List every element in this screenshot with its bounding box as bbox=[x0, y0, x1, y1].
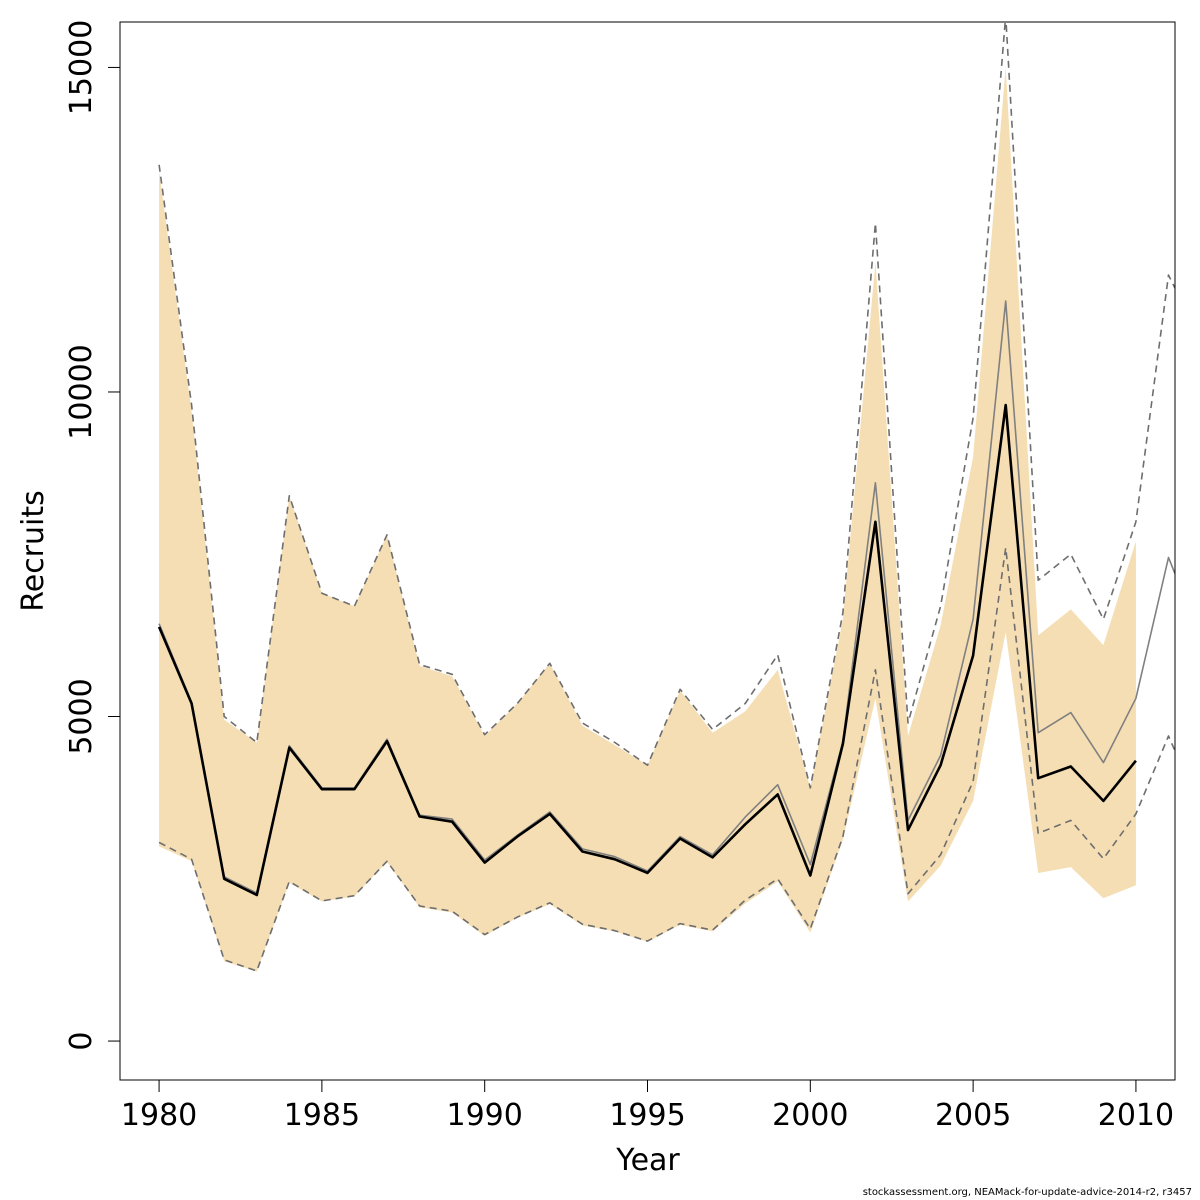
y-tick-label: 0 bbox=[64, 1032, 99, 1051]
lower-bound-dashed-line bbox=[158, 547, 1175, 972]
black-estimate-line bbox=[157, 403, 1137, 897]
series-lines-layer bbox=[157, 22, 1175, 972]
x-tick-label: 1985 bbox=[284, 1098, 360, 1133]
confidence-band-layer bbox=[159, 67, 1136, 972]
x-tick-label: 2010 bbox=[1098, 1098, 1174, 1133]
x-tick-label: 1995 bbox=[609, 1098, 685, 1133]
x-tick-label: 1990 bbox=[447, 1098, 523, 1133]
x-tick-label: 2000 bbox=[772, 1098, 848, 1133]
upper-bound-dashed-line bbox=[158, 22, 1175, 789]
x-axis-title: Year bbox=[615, 1143, 680, 1178]
y-axis: 0 5000 10000 15000 bbox=[64, 20, 121, 1051]
y-tick-label: 5000 bbox=[64, 678, 99, 754]
footer-credit: stockassessment.org, NEAMack-for-update-… bbox=[862, 1187, 1192, 1198]
y-tick-label: 10000 bbox=[64, 344, 99, 439]
x-tick-label: 2005 bbox=[935, 1098, 1011, 1133]
y-axis-title: Recruits bbox=[16, 490, 51, 612]
x-tick-label: 1980 bbox=[121, 1098, 197, 1133]
y-tick-label: 15000 bbox=[64, 20, 99, 115]
confidence-band bbox=[159, 67, 1136, 972]
x-axis: 1980 1985 1990 1995 2000 2005 2010 bbox=[121, 1079, 1174, 1133]
